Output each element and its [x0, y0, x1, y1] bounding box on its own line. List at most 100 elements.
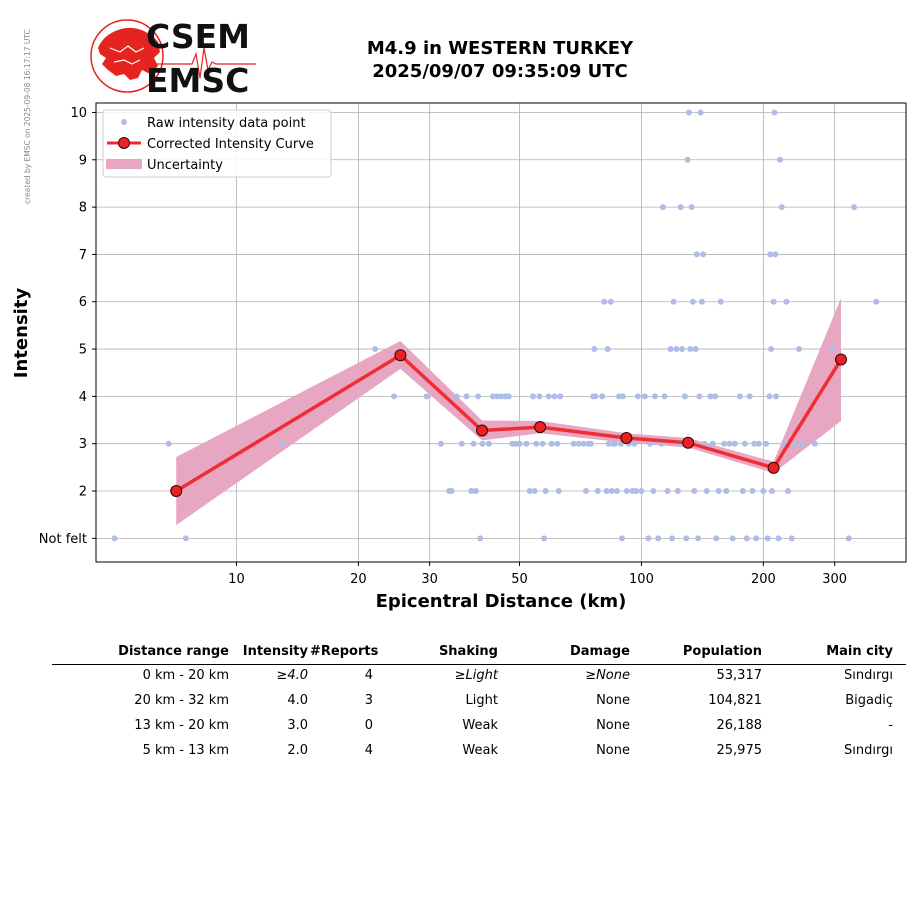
raw-intensity-point: [516, 440, 523, 447]
raw-intensity-point: [638, 488, 645, 495]
cell-reports: 3: [364, 693, 373, 708]
legend-band-label: Uncertainty: [147, 158, 223, 173]
raw-intensity-point: [603, 488, 610, 495]
raw-intensity-point: [605, 440, 612, 447]
y-axis-label: Intensity: [11, 288, 32, 379]
creation-note-text: created by EMSC on 2025-09-08 16:17:17 U…: [23, 29, 32, 204]
x-tick-label: 20: [350, 572, 367, 587]
corrected-curve-layer: [170, 349, 848, 498]
raw-intensity-point: [372, 346, 379, 353]
x-tick-label: 10: [228, 572, 245, 587]
raw-intensity-point: [631, 440, 638, 447]
cell-damage: None: [596, 693, 630, 708]
chart-title-line1: M4.9 in WESTERN TURKEY: [366, 38, 634, 59]
raw-intensity-point: [523, 440, 530, 447]
raw-intensity-point: [526, 488, 533, 495]
raw-intensity-point: [778, 204, 785, 211]
raw-intensity-point: [182, 535, 189, 542]
raw-intensity-point: [554, 440, 561, 447]
raw-intensity-point: [766, 393, 773, 400]
cell-shaking: Weak: [462, 743, 498, 758]
raw-intensity-point: [438, 440, 445, 447]
raw-intensity-point: [703, 488, 710, 495]
raw-intensity-point: [479, 440, 486, 447]
cell-population: 104,821: [708, 693, 762, 708]
raw-intensity-point: [677, 204, 684, 211]
raw-intensity-point: [755, 440, 762, 447]
raw-intensity-point: [661, 393, 668, 400]
raw-intensity-point: [784, 488, 791, 495]
cell-reports: 0: [364, 718, 373, 733]
raw-intensity-point: [709, 440, 716, 447]
raw-intensity-point: [739, 488, 746, 495]
cell-shaking: Light: [465, 693, 498, 708]
raw-intensity-point: [845, 535, 852, 542]
raw-intensity-point: [772, 251, 779, 258]
y-tick-label: 5: [79, 343, 87, 358]
y-tick-label: 6: [79, 295, 87, 310]
raw-intensity-point: [873, 298, 880, 305]
raw-intensity-point: [768, 488, 775, 495]
cell-reports: 4: [364, 668, 373, 683]
raw-intensity-point: [712, 393, 719, 400]
logo-map-detail: [109, 45, 145, 65]
raw-intensity-point: [701, 440, 708, 447]
raw-intensity-point: [641, 393, 648, 400]
raw-intensity-point: [531, 488, 538, 495]
raw-intensity-point: [695, 535, 702, 542]
raw-intensity-point: [700, 251, 707, 258]
raw-intensity-point: [530, 393, 537, 400]
raw-intensity-point: [468, 488, 475, 495]
raw-intensity-point: [570, 440, 577, 447]
raw-intensity-point: [762, 440, 769, 447]
raw-intensity-point: [689, 298, 696, 305]
intensity-summary-table: Distance range Intensity #Reports Shakin…: [52, 641, 906, 765]
cell-main-city: Sındırgı: [844, 668, 893, 683]
raw-intensity-point: [731, 440, 738, 447]
table-row: 0 km - 20 km ≥4.0 4 ≥Light ≥None 53,317 …: [52, 665, 906, 690]
corrected-curve-marker: [394, 349, 407, 362]
raw-intensity-point: [541, 535, 548, 542]
legend-box: [102, 109, 332, 178]
y-tick-label: 9: [79, 153, 87, 168]
x-tick-label: 200: [751, 572, 776, 587]
header-damage: Damage: [569, 644, 630, 659]
raw-intensity-point: [767, 251, 774, 258]
raw-intensity-point: [592, 393, 599, 400]
raw-intensity-point: [477, 535, 484, 542]
cell-main-city: Bigadiç: [845, 693, 893, 708]
raw-intensity-point: [741, 440, 748, 447]
raw-intensity-point: [781, 440, 788, 447]
raw-intensity-point: [618, 535, 625, 542]
cell-distance-range: 13 km - 20 km: [134, 718, 229, 733]
y-tick-label: 4: [79, 390, 87, 405]
raw-intensity-point: [799, 440, 806, 447]
legend-raw-dot-icon: [121, 119, 127, 125]
legend-raw-label: Raw intensity data point: [147, 116, 306, 131]
raw-intensity-point: [736, 393, 743, 400]
table-row: 5 km - 13 km 2.0 4 Weak None 25,975 Sınd…: [52, 740, 906, 765]
y-tick-label: 8: [79, 201, 87, 216]
raw-intensity-point: [505, 393, 512, 400]
raw-intensity-point: [764, 535, 771, 542]
x-tick-label: 30: [421, 572, 438, 587]
raw-intensity-point: [557, 393, 564, 400]
raw-intensity-point: [591, 346, 598, 353]
raw-intensity-point: [448, 488, 455, 495]
raw-intensity-point: [536, 393, 543, 400]
raw-intensity-point: [470, 440, 477, 447]
cell-reports: 4: [364, 743, 373, 758]
cell-population: 25,975: [716, 743, 763, 758]
cell-intensity: 2.0: [287, 743, 308, 758]
header-shaking: Shaking: [438, 644, 498, 659]
raw-intensity-point: [475, 393, 482, 400]
raw-intensity-point: [771, 109, 778, 116]
header-population: Population: [682, 644, 762, 659]
cell-population: 26,188: [716, 718, 763, 733]
raw-intensity-point: [594, 488, 601, 495]
corrected-curve-marker: [767, 461, 780, 474]
raw-intensity-point: [670, 298, 677, 305]
raw-intensity-point: [575, 440, 582, 447]
axis-ticks: 10 20 30 50 100 200 300 Not felt 2 3 4 5 6 7 8 9 10: [39, 106, 847, 587]
raw-intensity-point: [659, 204, 666, 211]
